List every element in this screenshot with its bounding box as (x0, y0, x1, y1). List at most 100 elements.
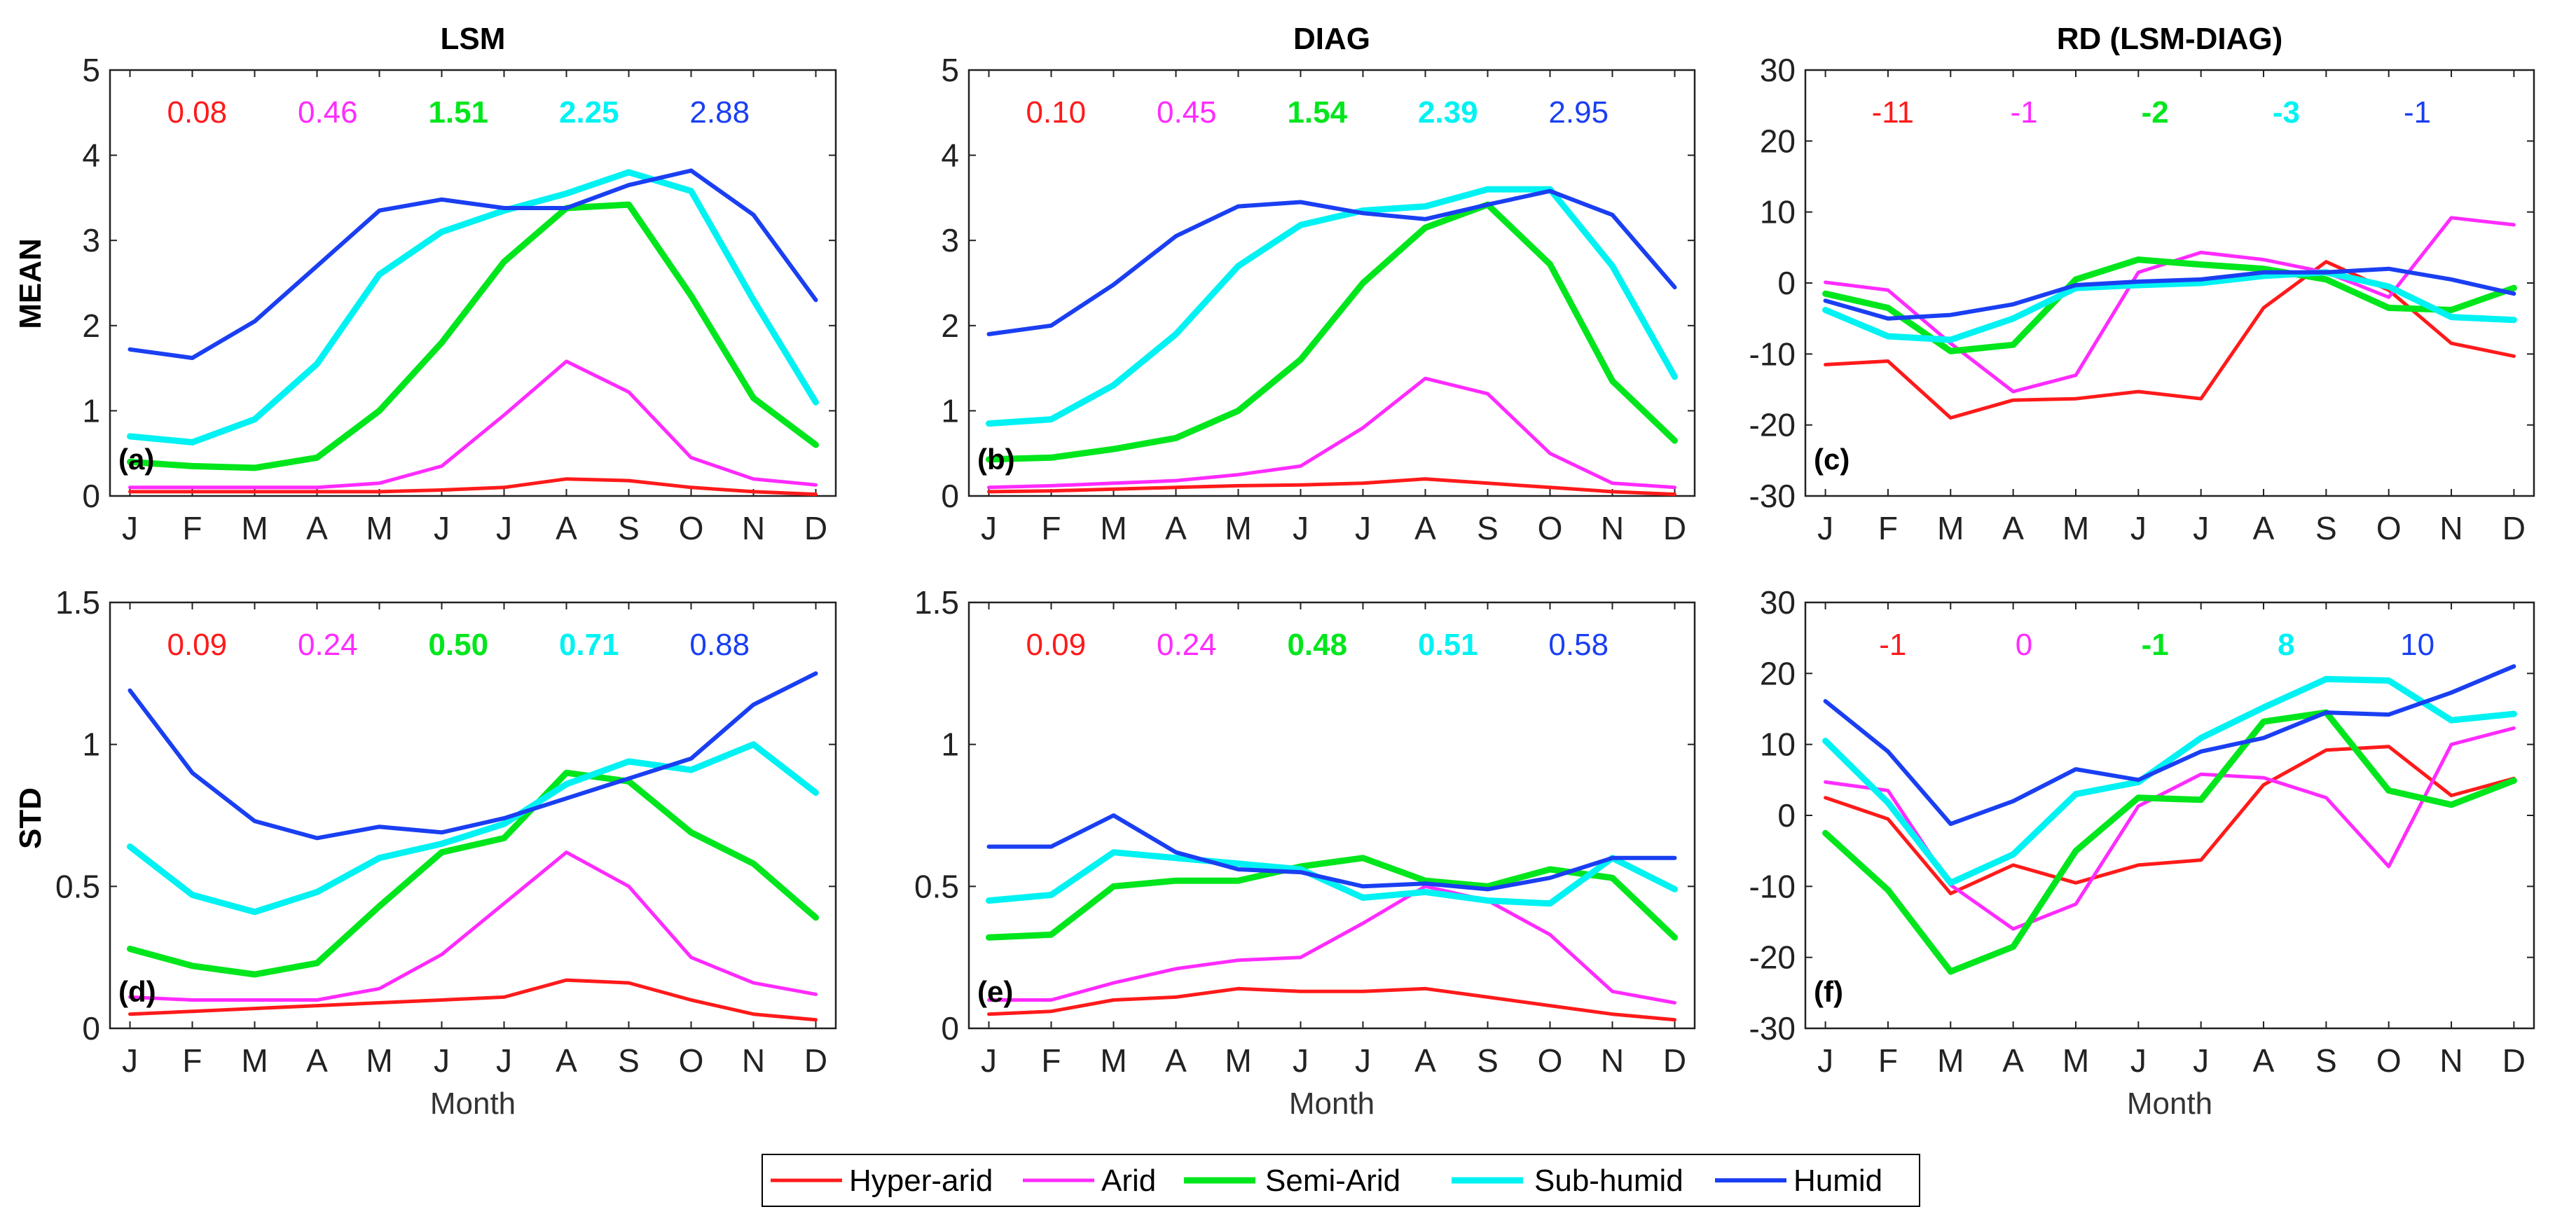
y-tick-label: 0.5 (914, 868, 959, 904)
panel-a: J F M A M J J A S O N D 0 1 2 3 4 5 0.08 0.46 1.51 2.25 2.88 (a… (82, 22, 837, 546)
panel-label: (b) (977, 443, 1015, 476)
summary-value-arid: 0 (2016, 628, 2032, 662)
series-line-hyper-arid-e (987, 986, 1676, 1022)
x-tick-label: D (1663, 1042, 1686, 1079)
series-line-humid-f (1823, 664, 2516, 827)
x-tick-label: S (2315, 510, 2337, 546)
y-tick-label: -10 (1749, 336, 1796, 372)
x-tick-label: M (1100, 1042, 1127, 1079)
panel-label: (e) (977, 975, 1013, 1008)
series-line-arid-a (128, 359, 818, 490)
series-line-sub-humid-f (1822, 675, 2517, 886)
panel-b: J F M A M J J A S O N D 0 1 2 3 4 5 0.10 0.45 1.54 2.39 2.95 (b… (941, 22, 1696, 546)
summary-value-semi-arid: -2 (2142, 95, 2169, 130)
y-tick-label: 2 (941, 308, 959, 344)
x-tick-label: F (1041, 1042, 1061, 1079)
x-axis-label: Month (2127, 1086, 2212, 1121)
summary-value-sub-humid: 0.51 (1418, 628, 1478, 662)
x-tick-label: M (241, 510, 268, 546)
x-tick-label: S (1477, 510, 1499, 546)
column-title: LSM (441, 22, 506, 56)
series-line-hyper-arid-a (128, 477, 818, 497)
x-tick-label: A (2002, 510, 2024, 546)
y-tick-label: 0 (941, 478, 959, 514)
x-tick-label: D (804, 510, 827, 546)
series-line-humid-c (1823, 266, 2516, 321)
summary-value-humid: 0.58 (1548, 628, 1609, 662)
summary-value-humid: 2.95 (1548, 95, 1609, 130)
x-tick-label: N (742, 510, 765, 546)
y-tick-label: 0 (82, 478, 100, 514)
summary-value-arid: 0.46 (298, 95, 358, 130)
x-tick-label: A (1414, 1042, 1436, 1079)
x-tick-label: O (2376, 1042, 2402, 1079)
x-tick-label: J (122, 510, 138, 546)
column-title: RD (LSM-DIAG) (2057, 22, 2283, 56)
x-tick-label: O (1538, 1042, 1563, 1079)
x-tick-label: F (1878, 1042, 1898, 1079)
x-tick-label: A (1165, 1042, 1187, 1079)
y-tick-label: 2 (82, 308, 100, 344)
y-tick-label: 1 (82, 726, 100, 763)
series-line-semi-arid-e (986, 855, 1678, 941)
y-tick-label: -30 (1749, 1010, 1796, 1047)
legend-label-arid: Arid (1101, 1164, 1156, 1198)
y-tick-label: -30 (1749, 478, 1796, 514)
x-tick-label: A (306, 1042, 328, 1079)
x-tick-label: O (679, 510, 704, 546)
series-line-semi-arid-b (986, 201, 1678, 463)
series-line-semi-arid-c (1822, 256, 2517, 354)
summary-value-hyper-arid: 0.08 (167, 95, 227, 130)
x-tick-label: J (2130, 510, 2147, 546)
summary-value-hyper-arid: 0.10 (1026, 95, 1086, 130)
y-tick-label: 1 (941, 726, 959, 763)
x-tick-label: J (2130, 1042, 2147, 1079)
x-tick-label: N (742, 1042, 765, 1079)
y-tick-label: 1.5 (55, 584, 100, 621)
summary-value-sub-humid: 2.39 (1418, 95, 1478, 130)
plot-frame-a (109, 69, 837, 497)
series-line-sub-humid-e (986, 849, 1678, 907)
series-line-semi-arid-a (127, 201, 819, 471)
y-tick-label: 3 (941, 222, 959, 258)
x-tick-label: J (434, 1042, 450, 1079)
x-tick-label: S (618, 510, 640, 546)
summary-value-humid: 2.88 (689, 95, 750, 130)
x-tick-label: F (182, 1042, 202, 1079)
y-tick-label: 0 (1777, 265, 1796, 301)
y-tick-label: 30 (1760, 584, 1796, 621)
summary-value-sub-humid: 0.71 (559, 628, 619, 662)
series-line-hyper-arid-b (987, 477, 1676, 497)
x-tick-label: O (1538, 510, 1563, 546)
summary-value-hyper-arid: -1 (1879, 628, 1906, 662)
y-tick-label: 5 (82, 52, 100, 88)
y-tick-label: -10 (1749, 868, 1796, 904)
x-tick-label: J (981, 1042, 997, 1079)
legend-label-hyper-arid: Hyper-arid (849, 1164, 993, 1198)
series-line-sub-humid-d (127, 741, 819, 916)
y-tick-label: 30 (1760, 52, 1796, 88)
x-tick-label: M (1100, 510, 1127, 546)
legend: Hyper-arid Arid Semi-Arid Sub-humid Humid (762, 1154, 1920, 1207)
plot-frame-b (967, 69, 1696, 497)
x-tick-label: N (1601, 1042, 1624, 1079)
x-tick-label: O (2376, 510, 2402, 546)
panel-label: (a) (118, 443, 154, 476)
summary-value-semi-arid: 0.48 (1287, 628, 1347, 662)
series-line-humid-a (128, 168, 818, 360)
x-tick-label: J (1817, 1042, 1833, 1079)
x-tick-label: M (1937, 1042, 1964, 1079)
panel-c: J F M A M J J A S O N D -30 -20 -10 0 10 20 30 -11 -1 -2 -3 -1 (… (1749, 22, 2535, 546)
summary-value-hyper-arid: 0.09 (167, 628, 227, 662)
series-line-sub-humid-a (127, 169, 819, 446)
x-axis-label: Month (1289, 1086, 1375, 1121)
y-tick-label: 1.5 (914, 584, 959, 621)
x-tick-label: J (1817, 510, 1833, 546)
x-tick-label: J (1293, 510, 1309, 546)
row-label-std: STD (13, 787, 48, 849)
x-tick-label: N (2439, 1042, 2463, 1079)
y-tick-label: 0 (82, 1010, 100, 1047)
